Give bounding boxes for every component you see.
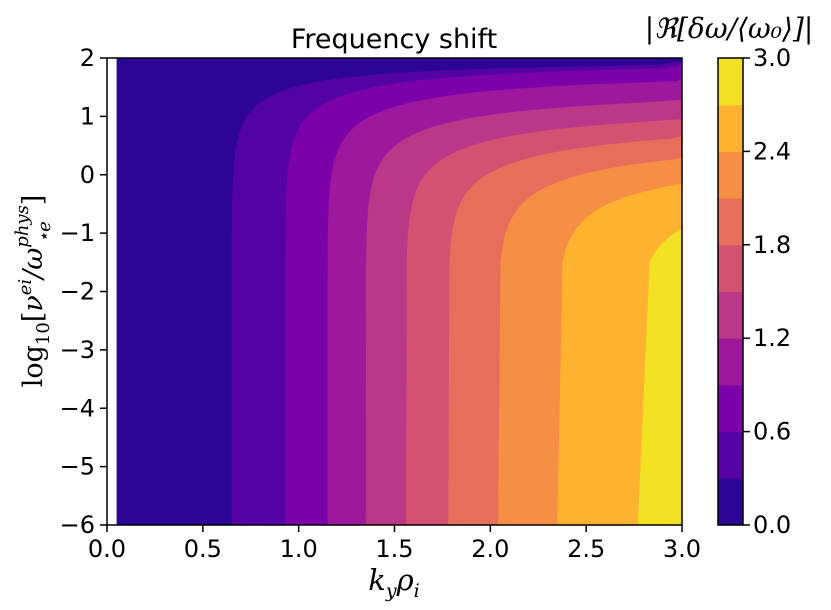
x-axis-ticks: 0.0 0.5 1.0 1.5 2.0 2.5 3.0 — [88, 525, 701, 563]
colorbar-band — [718, 431, 743, 479]
contour-empty-strip — [107, 58, 117, 525]
colorbar-tick-label: 1.8 — [753, 231, 791, 259]
y-tick-label: −5 — [60, 453, 95, 481]
colorbar-band — [718, 244, 743, 292]
colorbar-band — [718, 478, 743, 526]
x-tick-label: 2.5 — [567, 535, 605, 563]
colorbar-band — [718, 58, 743, 106]
colorbar-band — [718, 198, 743, 246]
x-tick-label: 0.5 — [184, 535, 222, 563]
y-tick-label: −6 — [60, 511, 95, 539]
colorbar-band — [718, 338, 743, 386]
colorbar-band — [718, 384, 743, 433]
x-axis-label: kyρi — [368, 563, 419, 602]
x-tick-label: 2.0 — [471, 535, 509, 563]
colorbar-band — [718, 104, 743, 152]
colorbar-ticks: 0.0 0.6 1.2 1.8 2.4 3.0 — [743, 44, 791, 539]
colorbar-tick-label: 0.0 — [753, 511, 791, 539]
colorbar-tick-label: 3.0 — [753, 44, 791, 72]
colorbar-label: |ℜ[δω/⟨ω₀⟩]| — [645, 12, 814, 45]
svg-text:log10[νei/ωphys⋆e]: log10[νei/ωphys⋆e] — [12, 195, 55, 388]
y-tick-label: 2 — [80, 44, 95, 72]
colorbar-band — [718, 151, 743, 199]
x-tick-label: 3.0 — [663, 535, 701, 563]
y-tick-label: −1 — [60, 219, 95, 247]
colorbar-tick-label: 0.6 — [753, 418, 791, 446]
x-tick-label: 1.5 — [375, 535, 413, 563]
contour-plot-area — [107, 58, 682, 525]
y-tick-label: 0 — [80, 161, 95, 189]
colorbar-frame — [717, 57, 744, 526]
colorbar-band — [718, 291, 743, 339]
y-tick-label: 1 — [80, 102, 95, 130]
y-axis-ticks: −6 −5 −4 −3 −2 −1 0 1 2 — [60, 44, 107, 539]
y-tick-label: −3 — [60, 336, 95, 364]
chart-title: Frequency shift — [291, 24, 497, 55]
y-axis-label: log10[νei/ωphys⋆e] — [12, 195, 55, 388]
colorbar — [718, 58, 743, 526]
x-tick-label: 1.0 — [280, 535, 318, 563]
colorbar-tick-label: 2.4 — [753, 137, 791, 165]
y-tick-label: −4 — [60, 394, 95, 422]
y-tick-label: −2 — [60, 278, 95, 306]
colorbar-tick-label: 1.2 — [753, 324, 791, 352]
x-tick-label: 0.0 — [88, 535, 126, 563]
contour-band-9 — [637, 160, 682, 525]
